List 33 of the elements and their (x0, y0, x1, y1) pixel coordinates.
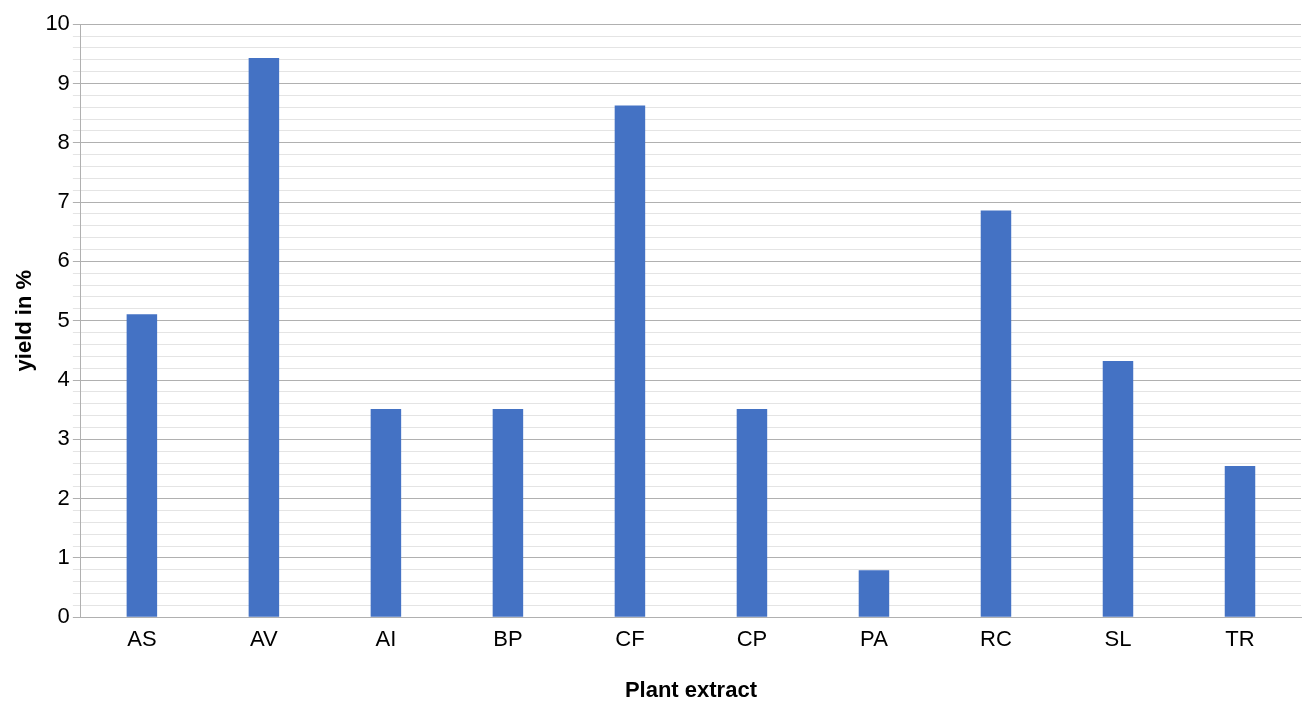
x-tick-label: CP (736, 626, 768, 652)
bar (248, 58, 280, 617)
x-tick-label: BP (493, 626, 523, 652)
y-tick-label: 5 (57, 306, 70, 332)
bar (614, 105, 646, 617)
y-axis-title: yield in % (11, 269, 37, 372)
y-tick-label: 3 (57, 425, 70, 451)
y-tick-label: 7 (57, 188, 70, 214)
x-tick-label: AI (375, 626, 397, 652)
bar (1102, 361, 1134, 617)
x-axis-title: Plant extract (624, 676, 758, 702)
x-tick-label: AS (127, 626, 157, 652)
bar (126, 314, 158, 617)
x-tick-label: SL (1104, 626, 1132, 652)
bar (370, 409, 402, 617)
y-tick-label: 6 (57, 247, 70, 273)
y-tick-label: 0 (57, 603, 70, 629)
x-tick-label: PA (860, 626, 889, 652)
y-tick-label: 4 (57, 366, 70, 392)
y-tick-label: 1 (57, 543, 70, 569)
x-tick-label: TR (1225, 626, 1255, 652)
y-tick-label: 9 (57, 69, 70, 95)
y-tick-label: 8 (57, 128, 70, 154)
y-tick-label: 10 (45, 10, 70, 36)
x-tick-label: CF (615, 626, 645, 652)
x-tick-label: RC (980, 626, 1012, 652)
y-tick-label: 2 (57, 484, 70, 510)
bar (492, 409, 524, 617)
x-tick-label: AV (250, 626, 279, 652)
bar (1224, 465, 1256, 617)
bar (858, 570, 890, 617)
bar (736, 409, 768, 617)
bar (980, 210, 1012, 617)
